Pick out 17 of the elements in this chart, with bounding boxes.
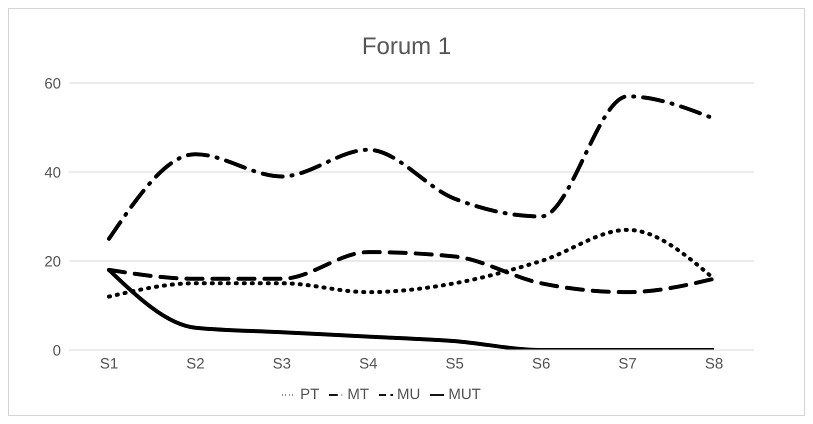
legend-label: MU <box>397 386 420 403</box>
x-tick-label: S3 <box>272 356 292 373</box>
y-tick-label: 20 <box>44 253 61 270</box>
legend-label: PT <box>300 386 320 403</box>
y-tick-label: 40 <box>44 164 61 182</box>
x-tick-label: S5 <box>446 356 464 373</box>
legend-label: MUT <box>448 386 481 403</box>
x-tick-label: S4 <box>359 356 378 373</box>
x-tick-label: S8 <box>704 356 724 373</box>
y-tick-label: 60 <box>44 75 61 92</box>
chart-title: Forum 1 <box>360 32 452 62</box>
y-tick-label: 0 <box>52 342 61 360</box>
x-tick-label: S1 <box>100 356 118 373</box>
x-tick-label: S7 <box>618 356 637 373</box>
x-tick-label: S6 <box>532 356 550 373</box>
x-tick-label: S2 <box>186 356 205 373</box>
legend-label: MT <box>347 386 369 403</box>
